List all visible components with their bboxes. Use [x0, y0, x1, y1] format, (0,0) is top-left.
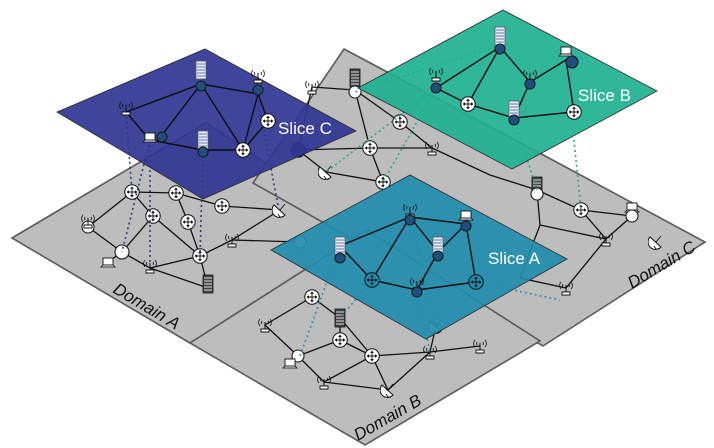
slice-c-layer: Slice C: [56, 48, 357, 200]
slice-node: [404, 214, 416, 226]
slice-node: [494, 43, 506, 55]
domain-c-nodes: [290, 68, 662, 296]
slice-b-plane: [357, 9, 658, 170]
slice-node: [508, 114, 520, 126]
router-icon: [145, 208, 161, 224]
router-icon: [180, 214, 196, 230]
laptop-icon: [558, 46, 574, 57]
router-icon: [304, 289, 320, 305]
slice-a-label: Slice A: [488, 249, 541, 268]
router-icon: [460, 96, 476, 112]
slice-node: [334, 252, 346, 264]
server-rack-icon: [494, 26, 506, 46]
plain-node: [625, 209, 639, 223]
router-icon: [364, 348, 380, 364]
router-icon: [468, 274, 484, 290]
slice-a-layer: Slice A: [270, 174, 568, 340]
router-icon: [214, 198, 230, 214]
slice-c-plane: [56, 48, 357, 200]
domain-b-nodes: [258, 289, 487, 398]
laptop-icon: [458, 210, 474, 221]
router-icon: [364, 272, 380, 288]
router-icon: [362, 140, 378, 156]
server-rack-icon: [202, 274, 214, 294]
server-rack-icon: [195, 60, 207, 80]
router-icon: [168, 185, 184, 201]
server-rack-icon: [349, 68, 361, 88]
slice-node: [460, 220, 472, 232]
slice-node: [524, 78, 536, 90]
server-rack-icon: [334, 236, 346, 256]
slice-b-layer: Slice B: [357, 9, 658, 170]
laptop-icon: [100, 257, 116, 268]
slice-a-plane: [270, 174, 568, 340]
slice-node: [411, 286, 423, 298]
plain-node: [348, 85, 362, 99]
plain-node: [530, 187, 544, 201]
laptop-icon: [142, 132, 158, 143]
router-icon: [566, 104, 582, 120]
slice-node: [252, 84, 264, 96]
slice-node: [565, 55, 579, 69]
server-rack-icon: [334, 308, 346, 328]
router-icon: [392, 114, 408, 130]
slice-node: [156, 131, 168, 143]
laptop-icon: [282, 358, 298, 369]
slice-node: [430, 82, 442, 94]
slice-node: [432, 250, 444, 262]
slice-node: [195, 80, 207, 92]
server-rack-icon: [197, 130, 209, 150]
slice-b-label: Slice B: [578, 86, 631, 105]
router-icon: [260, 113, 276, 129]
slice-node: [197, 146, 209, 158]
router-icon: [332, 332, 348, 348]
router-icon: [235, 142, 251, 158]
slice-c-label: Slice C: [278, 119, 332, 138]
